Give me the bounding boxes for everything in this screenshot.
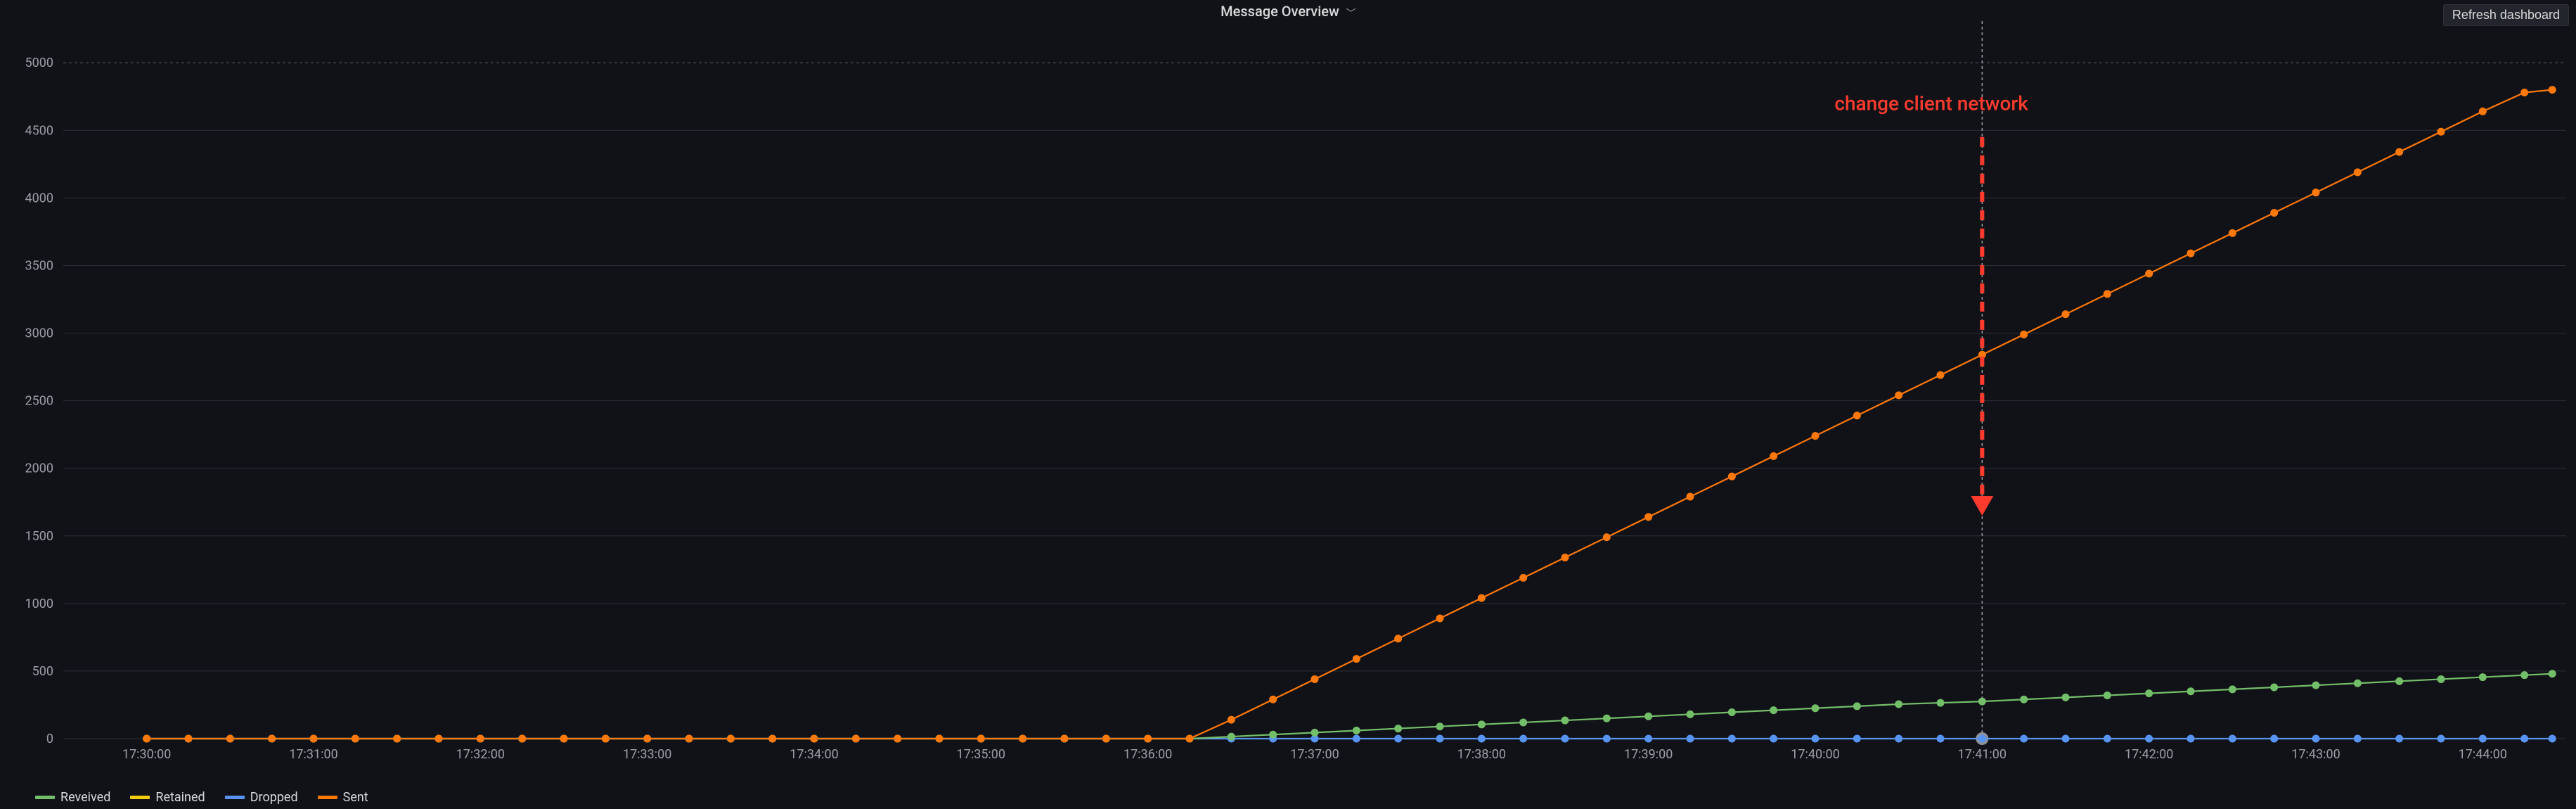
svg-text:17:35:00: 17:35:00 — [957, 747, 1005, 762]
svg-text:17:38:00: 17:38:00 — [1457, 747, 1506, 762]
svg-text:2500: 2500 — [25, 394, 53, 409]
svg-text:17:44:00: 17:44:00 — [2459, 747, 2507, 762]
svg-text:3500: 3500 — [25, 258, 53, 273]
svg-text:0: 0 — [46, 732, 53, 746]
svg-text:17:42:00: 17:42:00 — [2125, 747, 2173, 762]
chevron-down-icon: 〉 — [1344, 8, 1358, 18]
svg-text:17:34:00: 17:34:00 — [790, 747, 838, 762]
svg-text:17:31:00: 17:31:00 — [289, 747, 337, 762]
svg-text:4500: 4500 — [25, 123, 53, 138]
legend-item-reveived[interactable]: Reveived — [35, 790, 110, 805]
line-chart: 0 500 1000 1500 2000 2500 3000 3500 4000 4500 5000… — [0, 0, 2576, 809]
panel-title-bar[interactable]: Message Overview 〉 — [0, 3, 2576, 20]
svg-text:3000: 3000 — [25, 326, 53, 341]
svg-text:4000: 4000 — [25, 191, 53, 205]
svg-text:17:37:00: 17:37:00 — [1290, 747, 1339, 762]
svg-text:500: 500 — [32, 664, 53, 679]
legend-swatch — [225, 796, 245, 799]
svg-text:1000: 1000 — [25, 597, 53, 611]
legend-item-dropped[interactable]: Dropped — [225, 790, 298, 805]
legend-label: Dropped — [250, 790, 298, 805]
legend-swatch — [130, 796, 150, 799]
legend-swatch — [318, 796, 337, 799]
svg-text:17:36:00: 17:36:00 — [1123, 747, 1172, 762]
svg-text:17:39:00: 17:39:00 — [1624, 747, 1673, 762]
svg-text:5000: 5000 — [25, 56, 53, 70]
legend-item-retained[interactable]: Retained — [130, 790, 205, 805]
refresh-dashboard-button[interactable]: Refresh dashboard — [2443, 4, 2569, 26]
svg-text:2000: 2000 — [25, 461, 53, 476]
svg-text:change client network: change client network — [1834, 91, 2028, 115]
svg-text:17:32:00: 17:32:00 — [456, 747, 505, 762]
svg-text:17:40:00: 17:40:00 — [1791, 747, 1839, 762]
svg-text:17:43:00: 17:43:00 — [2291, 747, 2340, 762]
panel-title-text: Message Overview — [1221, 3, 1339, 20]
legend-item-sent[interactable]: Sent — [318, 790, 368, 805]
legend-swatch — [35, 796, 55, 799]
svg-text:17:33:00: 17:33:00 — [623, 747, 671, 762]
chart-panel: Refresh dashboard Message Overview 〉 0 50… — [0, 0, 2576, 809]
svg-text:17:30:00: 17:30:00 — [122, 747, 171, 762]
svg-text:17:41:00: 17:41:00 — [1958, 747, 2007, 762]
legend-label: Reveived — [60, 790, 110, 805]
chart-legend: Reveived Retained Dropped Sent — [35, 790, 368, 805]
legend-label: Sent — [343, 790, 368, 805]
svg-text:1500: 1500 — [25, 529, 53, 544]
legend-label: Retained — [155, 790, 205, 805]
